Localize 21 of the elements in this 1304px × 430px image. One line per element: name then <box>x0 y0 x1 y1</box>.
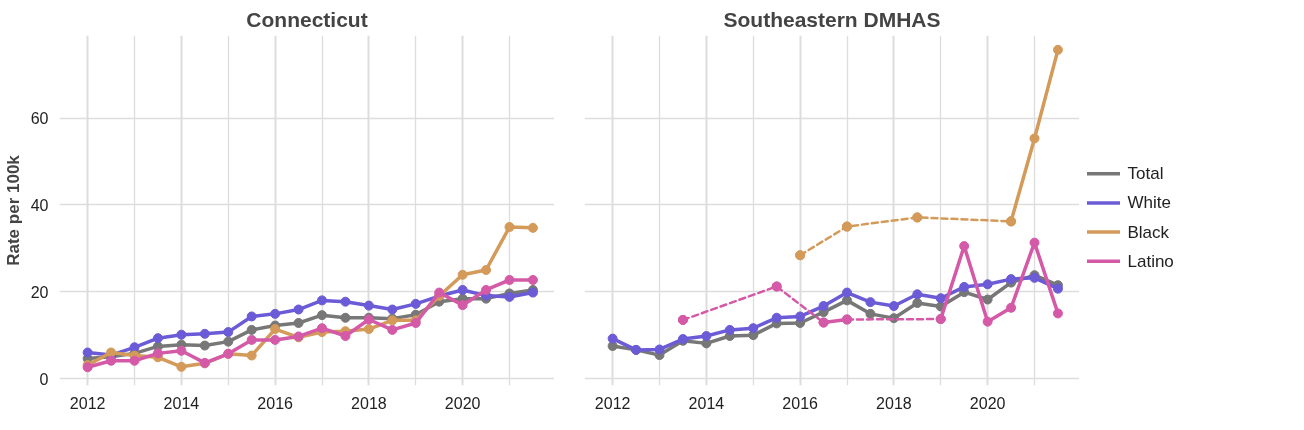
chart-title: Connecticut <box>246 7 368 31</box>
x-tick-label: 2018 <box>876 394 912 412</box>
legend-label: Total <box>1127 164 1164 184</box>
x-tick-label: 2014 <box>688 394 725 412</box>
x-tick-label: 2016 <box>257 394 294 412</box>
x-tick-label: 2016 <box>782 394 819 412</box>
x-tick-label: 2012 <box>594 394 631 412</box>
x-tick-label: 2014 <box>163 394 200 412</box>
legend-label: Latino <box>1127 251 1174 271</box>
y-tick-label: 60 <box>30 110 49 128</box>
chart-title: Southeastern DMHAS <box>723 7 941 31</box>
x-tick-label: 2018 <box>351 394 387 412</box>
y-tick-label: 0 <box>39 370 49 388</box>
y-tick-label: 20 <box>30 283 49 301</box>
legend-label: Black <box>1127 222 1170 242</box>
x-tick-label: 2012 <box>69 394 106 412</box>
x-tick-label: 2020 <box>969 394 1006 412</box>
y-axis-title: Rate per 100k <box>3 154 23 266</box>
legend-label: White <box>1127 193 1171 213</box>
x-tick-label: 2020 <box>444 394 481 412</box>
y-tick-label: 40 <box>30 196 49 214</box>
